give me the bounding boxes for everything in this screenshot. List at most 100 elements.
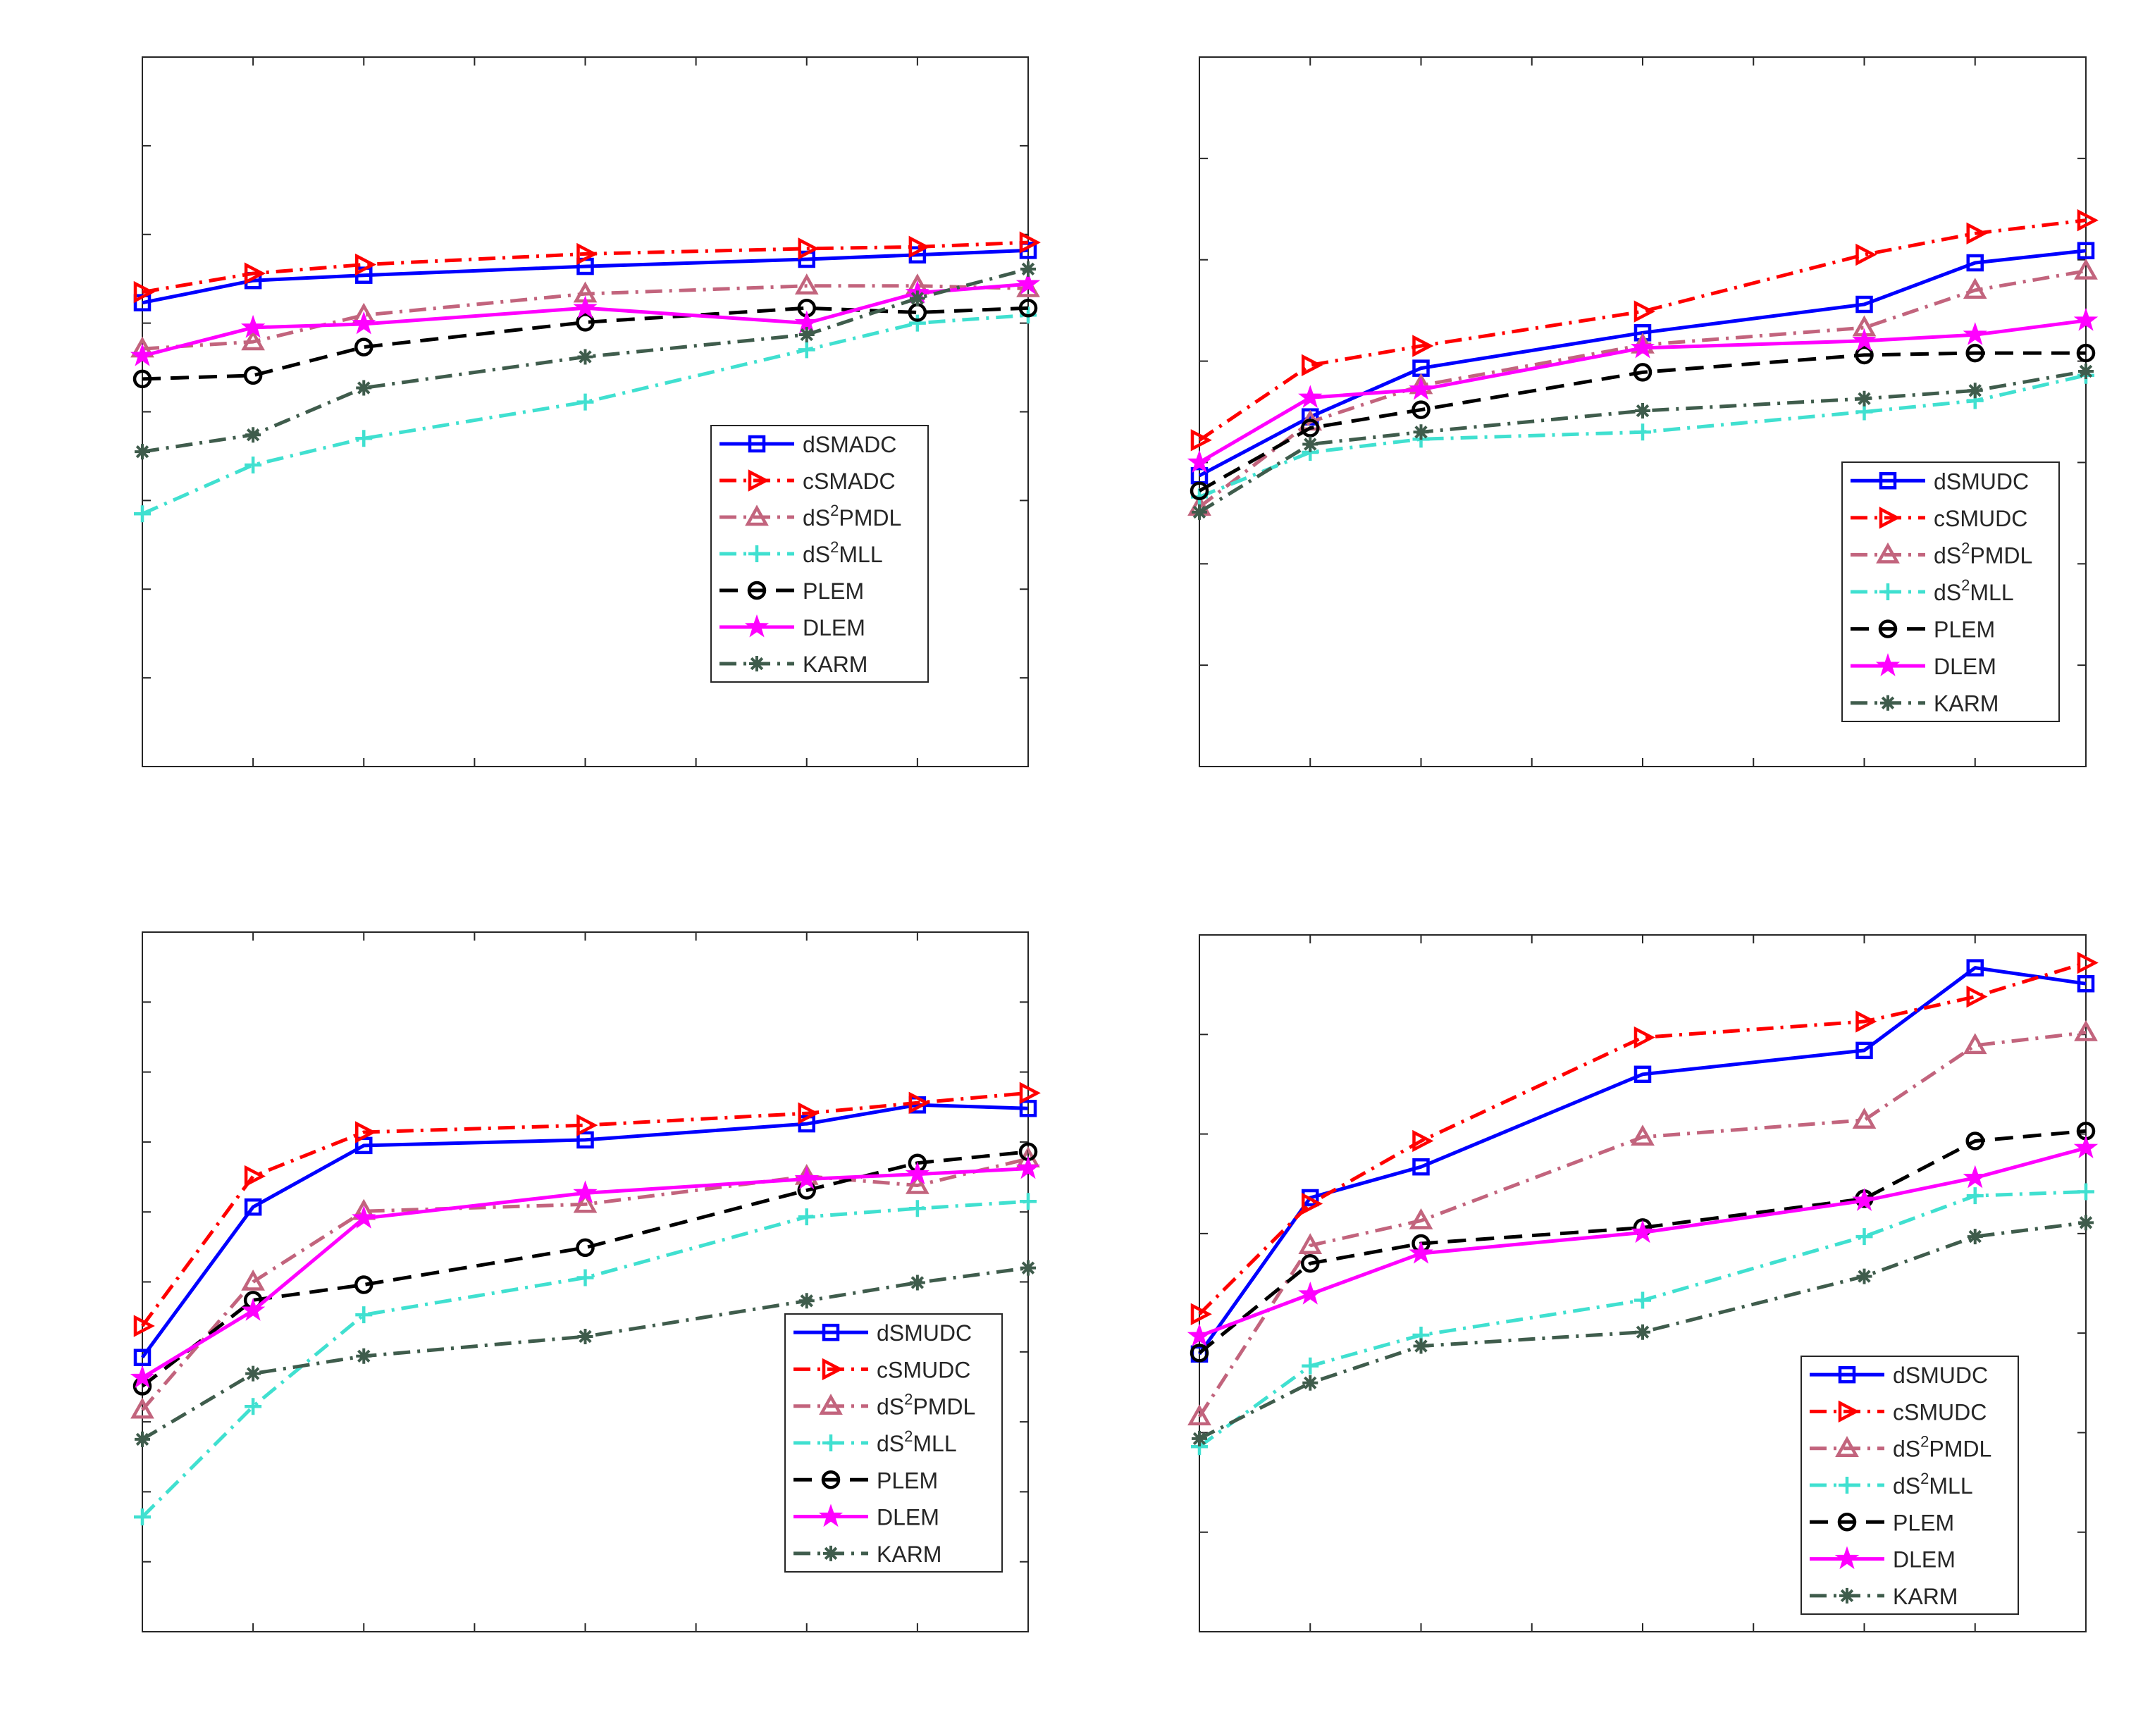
legend-text: dSMUDC <box>1893 1363 1988 1388</box>
series-dlem <box>130 1155 1041 1389</box>
data-point <box>905 1161 929 1185</box>
data-point <box>354 337 373 356</box>
data-point <box>2078 363 2094 379</box>
data-point <box>1633 363 1653 382</box>
series-karm <box>135 261 1036 460</box>
legend-text: dSMUDC <box>877 1320 972 1346</box>
legend-text: dS <box>1934 580 1961 605</box>
data-point <box>1298 1233 1323 1255</box>
legend-marker <box>1879 472 1897 490</box>
legend-marker <box>1839 1477 1855 1494</box>
series-csmudc <box>1190 209 2099 452</box>
series-ds2mll <box>134 1193 1037 1526</box>
legend-text: DLEM <box>1934 654 1996 679</box>
data-point <box>798 1293 815 1309</box>
legend-marker <box>1838 1400 1860 1423</box>
legend-marker <box>744 614 770 638</box>
data-point <box>2078 1215 2094 1231</box>
legend-marker <box>1838 1365 1856 1384</box>
legend-entry: dSMUDC <box>1893 1363 1988 1388</box>
legend-text: cSMUDC <box>1893 1399 1987 1425</box>
legend-entry: dS2MLL <box>1893 1470 1973 1499</box>
data-point <box>573 1180 598 1203</box>
legend-text: cSMADC <box>803 469 896 494</box>
legend-superscript: 2 <box>1961 539 1970 557</box>
data-point <box>577 349 593 365</box>
legend-entry: cSMUDC <box>877 1357 970 1382</box>
legend-entry: cSMUDC <box>1934 506 2027 531</box>
legend-marker <box>822 1358 844 1381</box>
legend-entry: dSMUDC <box>877 1320 972 1346</box>
data-point <box>135 1431 150 1447</box>
legend-entry: PLEM <box>1893 1510 1954 1535</box>
legend-marker <box>748 469 770 492</box>
legend-marker <box>822 1434 839 1451</box>
data-point <box>1412 335 1434 357</box>
series-karm <box>1192 363 2094 520</box>
legend-marker <box>818 1504 844 1527</box>
data-point <box>133 1348 152 1366</box>
legend-text: PMDL <box>913 1394 975 1420</box>
data-point <box>908 1200 926 1217</box>
data-point <box>576 1114 598 1136</box>
legend-box <box>710 425 929 683</box>
data-point <box>1965 343 1984 363</box>
data-point <box>1855 295 1873 314</box>
legend-text: dS <box>877 1431 904 1456</box>
legend-entry: dS2PMDL <box>1934 539 2032 568</box>
data-point <box>1634 1291 1651 1309</box>
data-point <box>1412 400 1431 419</box>
legend-marker <box>1835 1436 1859 1457</box>
legend-text: MLL <box>1970 580 2013 605</box>
legend-marker <box>1834 1546 1860 1570</box>
data-point <box>2077 209 2099 232</box>
data-point <box>1298 385 1323 408</box>
data-point <box>1855 1228 1873 1246</box>
legend-entry: DLEM <box>1934 654 1996 679</box>
data-point <box>1963 322 1987 345</box>
legend-text: PMDL <box>839 505 901 531</box>
data-point <box>1630 335 1655 359</box>
data-point <box>1635 403 1650 419</box>
legend-text: DLEM <box>1893 1547 1956 1573</box>
data-point <box>2076 343 2096 363</box>
legend-text: dS <box>877 1394 904 1420</box>
data-point <box>1409 376 1433 400</box>
data-point <box>1855 345 1874 365</box>
legend-entry: dS2MLL <box>1934 576 2014 605</box>
data-point <box>354 1275 373 1294</box>
data-point <box>909 1275 925 1291</box>
data-point <box>1855 243 1877 266</box>
data-point <box>1852 328 1877 352</box>
data-point <box>1967 1229 1983 1245</box>
legend-superscript: 2 <box>830 538 839 556</box>
legend-box <box>1841 461 2060 722</box>
data-point <box>909 290 925 306</box>
data-point <box>1630 1220 1655 1244</box>
legend-text: MLL <box>913 1431 956 1456</box>
data-point <box>355 1306 373 1324</box>
data-point <box>1190 429 1212 452</box>
data-point <box>2077 974 2095 993</box>
legend-entry: dS2PMDL <box>877 1391 975 1420</box>
data-point <box>576 313 595 332</box>
legend-marker <box>1837 1513 1857 1532</box>
data-point <box>356 1348 372 1364</box>
legend-superscript: 2 <box>904 1391 913 1408</box>
data-point <box>245 1398 262 1415</box>
data-point <box>577 1328 593 1344</box>
data-point <box>1634 423 1651 441</box>
legend-marker <box>749 656 765 671</box>
data-point <box>798 237 820 260</box>
data-point <box>1019 1081 1041 1105</box>
legend-text: dS <box>803 542 830 567</box>
data-point <box>794 1166 819 1190</box>
legend-marker <box>822 1323 840 1341</box>
data-point <box>1019 231 1041 254</box>
legend-text: DLEM <box>877 1505 939 1530</box>
legend-marker <box>747 581 767 600</box>
legend-entry: PLEM <box>803 578 864 604</box>
